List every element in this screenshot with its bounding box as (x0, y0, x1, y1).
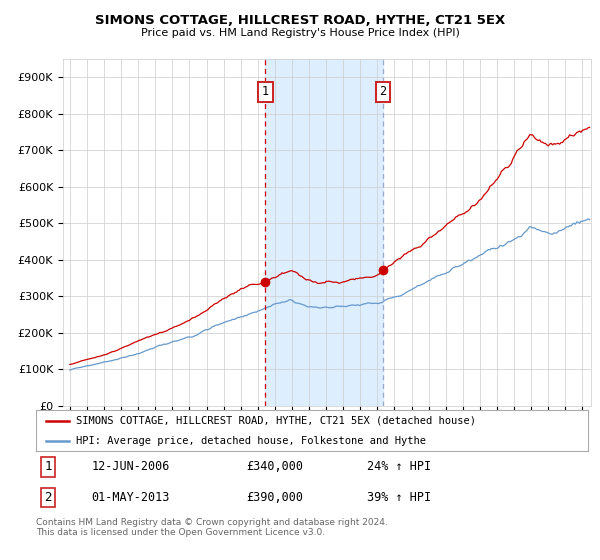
Text: 24% ↑ HPI: 24% ↑ HPI (367, 460, 431, 473)
Text: £340,000: £340,000 (246, 460, 303, 473)
Text: Price paid vs. HM Land Registry's House Price Index (HPI): Price paid vs. HM Land Registry's House … (140, 28, 460, 38)
Bar (265, 59, 383, 406)
Text: HPI: Average price, detached house, Folkestone and Hythe: HPI: Average price, detached house, Folk… (76, 436, 426, 446)
Text: 1: 1 (262, 85, 269, 99)
Text: Contains HM Land Registry data © Crown copyright and database right 2024.
This d: Contains HM Land Registry data © Crown c… (36, 518, 388, 538)
Text: SIMONS COTTAGE, HILLCREST ROAD, HYTHE, CT21 5EX (detached house): SIMONS COTTAGE, HILLCREST ROAD, HYTHE, C… (76, 416, 476, 426)
Text: 12-JUN-2006: 12-JUN-2006 (91, 460, 170, 473)
Text: 2: 2 (379, 85, 386, 99)
Text: 39% ↑ HPI: 39% ↑ HPI (367, 491, 431, 503)
Text: £390,000: £390,000 (246, 491, 303, 503)
Text: 1: 1 (44, 460, 52, 473)
Text: 01-MAY-2013: 01-MAY-2013 (91, 491, 170, 503)
Text: 2: 2 (44, 491, 52, 503)
Text: SIMONS COTTAGE, HILLCREST ROAD, HYTHE, CT21 5EX: SIMONS COTTAGE, HILLCREST ROAD, HYTHE, C… (95, 14, 505, 27)
